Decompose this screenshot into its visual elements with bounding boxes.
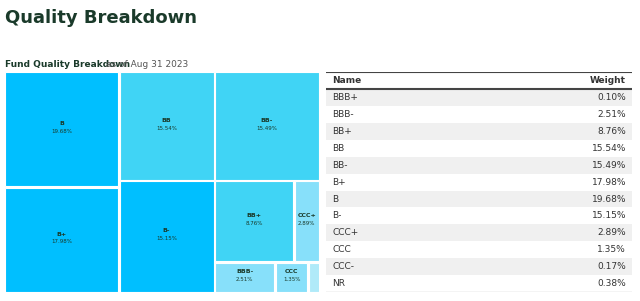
FancyBboxPatch shape: [215, 262, 274, 292]
Text: B+: B+: [56, 232, 67, 237]
FancyBboxPatch shape: [326, 207, 632, 224]
Text: 2.89%: 2.89%: [298, 221, 316, 226]
Text: BB+: BB+: [333, 127, 352, 136]
FancyBboxPatch shape: [326, 241, 632, 258]
Text: 1.35%: 1.35%: [598, 245, 626, 254]
Text: 15.49%: 15.49%: [257, 126, 277, 131]
Text: 2.89%: 2.89%: [598, 228, 626, 237]
Text: CCC+: CCC+: [298, 213, 316, 218]
FancyBboxPatch shape: [5, 72, 118, 187]
Text: B-: B-: [163, 228, 170, 234]
Text: BBB-: BBB-: [333, 110, 354, 119]
FancyBboxPatch shape: [326, 191, 632, 207]
Text: B: B: [59, 121, 64, 126]
Text: Quality Breakdown: Quality Breakdown: [5, 9, 197, 27]
Text: CCC-: CCC-: [333, 262, 355, 271]
Text: 2.51%: 2.51%: [598, 110, 626, 119]
FancyBboxPatch shape: [326, 140, 632, 157]
Text: BB-: BB-: [260, 118, 273, 123]
Text: B: B: [333, 194, 339, 203]
FancyBboxPatch shape: [326, 157, 632, 174]
Text: BB+: BB+: [246, 213, 262, 218]
FancyBboxPatch shape: [120, 72, 214, 180]
Text: CCC+: CCC+: [333, 228, 359, 237]
Text: 2.51%: 2.51%: [236, 277, 253, 282]
Text: BBB+: BBB+: [333, 93, 358, 102]
Text: BBB-: BBB-: [236, 269, 253, 274]
Text: 1.35%: 1.35%: [283, 277, 300, 282]
FancyBboxPatch shape: [215, 181, 293, 262]
FancyBboxPatch shape: [326, 224, 632, 241]
Text: B+: B+: [333, 178, 346, 187]
Text: 8.76%: 8.76%: [598, 127, 626, 136]
Text: 8.76%: 8.76%: [246, 221, 263, 226]
Text: 15.54%: 15.54%: [156, 126, 177, 131]
Text: BB: BB: [162, 118, 172, 123]
Text: NR: NR: [333, 279, 346, 288]
Text: 15.15%: 15.15%: [156, 236, 177, 241]
FancyBboxPatch shape: [326, 123, 632, 140]
FancyBboxPatch shape: [326, 174, 632, 191]
Text: 17.98%: 17.98%: [592, 178, 626, 187]
Text: 0.10%: 0.10%: [598, 93, 626, 102]
Text: 19.68%: 19.68%: [51, 129, 72, 134]
FancyBboxPatch shape: [120, 181, 214, 292]
FancyBboxPatch shape: [276, 262, 307, 292]
Text: Weight: Weight: [590, 76, 626, 85]
Text: BB: BB: [333, 144, 345, 153]
Text: 15.54%: 15.54%: [592, 144, 626, 153]
Text: BB-: BB-: [333, 161, 348, 170]
FancyBboxPatch shape: [5, 188, 118, 292]
Text: B-: B-: [333, 211, 342, 220]
FancyBboxPatch shape: [326, 258, 632, 275]
FancyBboxPatch shape: [326, 106, 632, 123]
Text: CCC: CCC: [333, 245, 351, 254]
Text: as of Aug 31 2023: as of Aug 31 2023: [106, 60, 188, 69]
Text: 17.98%: 17.98%: [51, 240, 72, 244]
Text: 0.17%: 0.17%: [598, 262, 626, 271]
Text: 15.49%: 15.49%: [592, 161, 626, 170]
Text: Name: Name: [333, 76, 362, 85]
FancyBboxPatch shape: [215, 72, 319, 180]
Text: 15.15%: 15.15%: [592, 211, 626, 220]
FancyBboxPatch shape: [309, 262, 320, 292]
FancyBboxPatch shape: [326, 89, 632, 106]
Text: Fund Quality Breakdown: Fund Quality Breakdown: [5, 60, 131, 69]
FancyBboxPatch shape: [294, 181, 319, 262]
Text: 0.38%: 0.38%: [598, 279, 626, 288]
FancyBboxPatch shape: [326, 275, 632, 292]
Text: CCC: CCC: [285, 269, 298, 274]
Text: 19.68%: 19.68%: [592, 194, 626, 203]
